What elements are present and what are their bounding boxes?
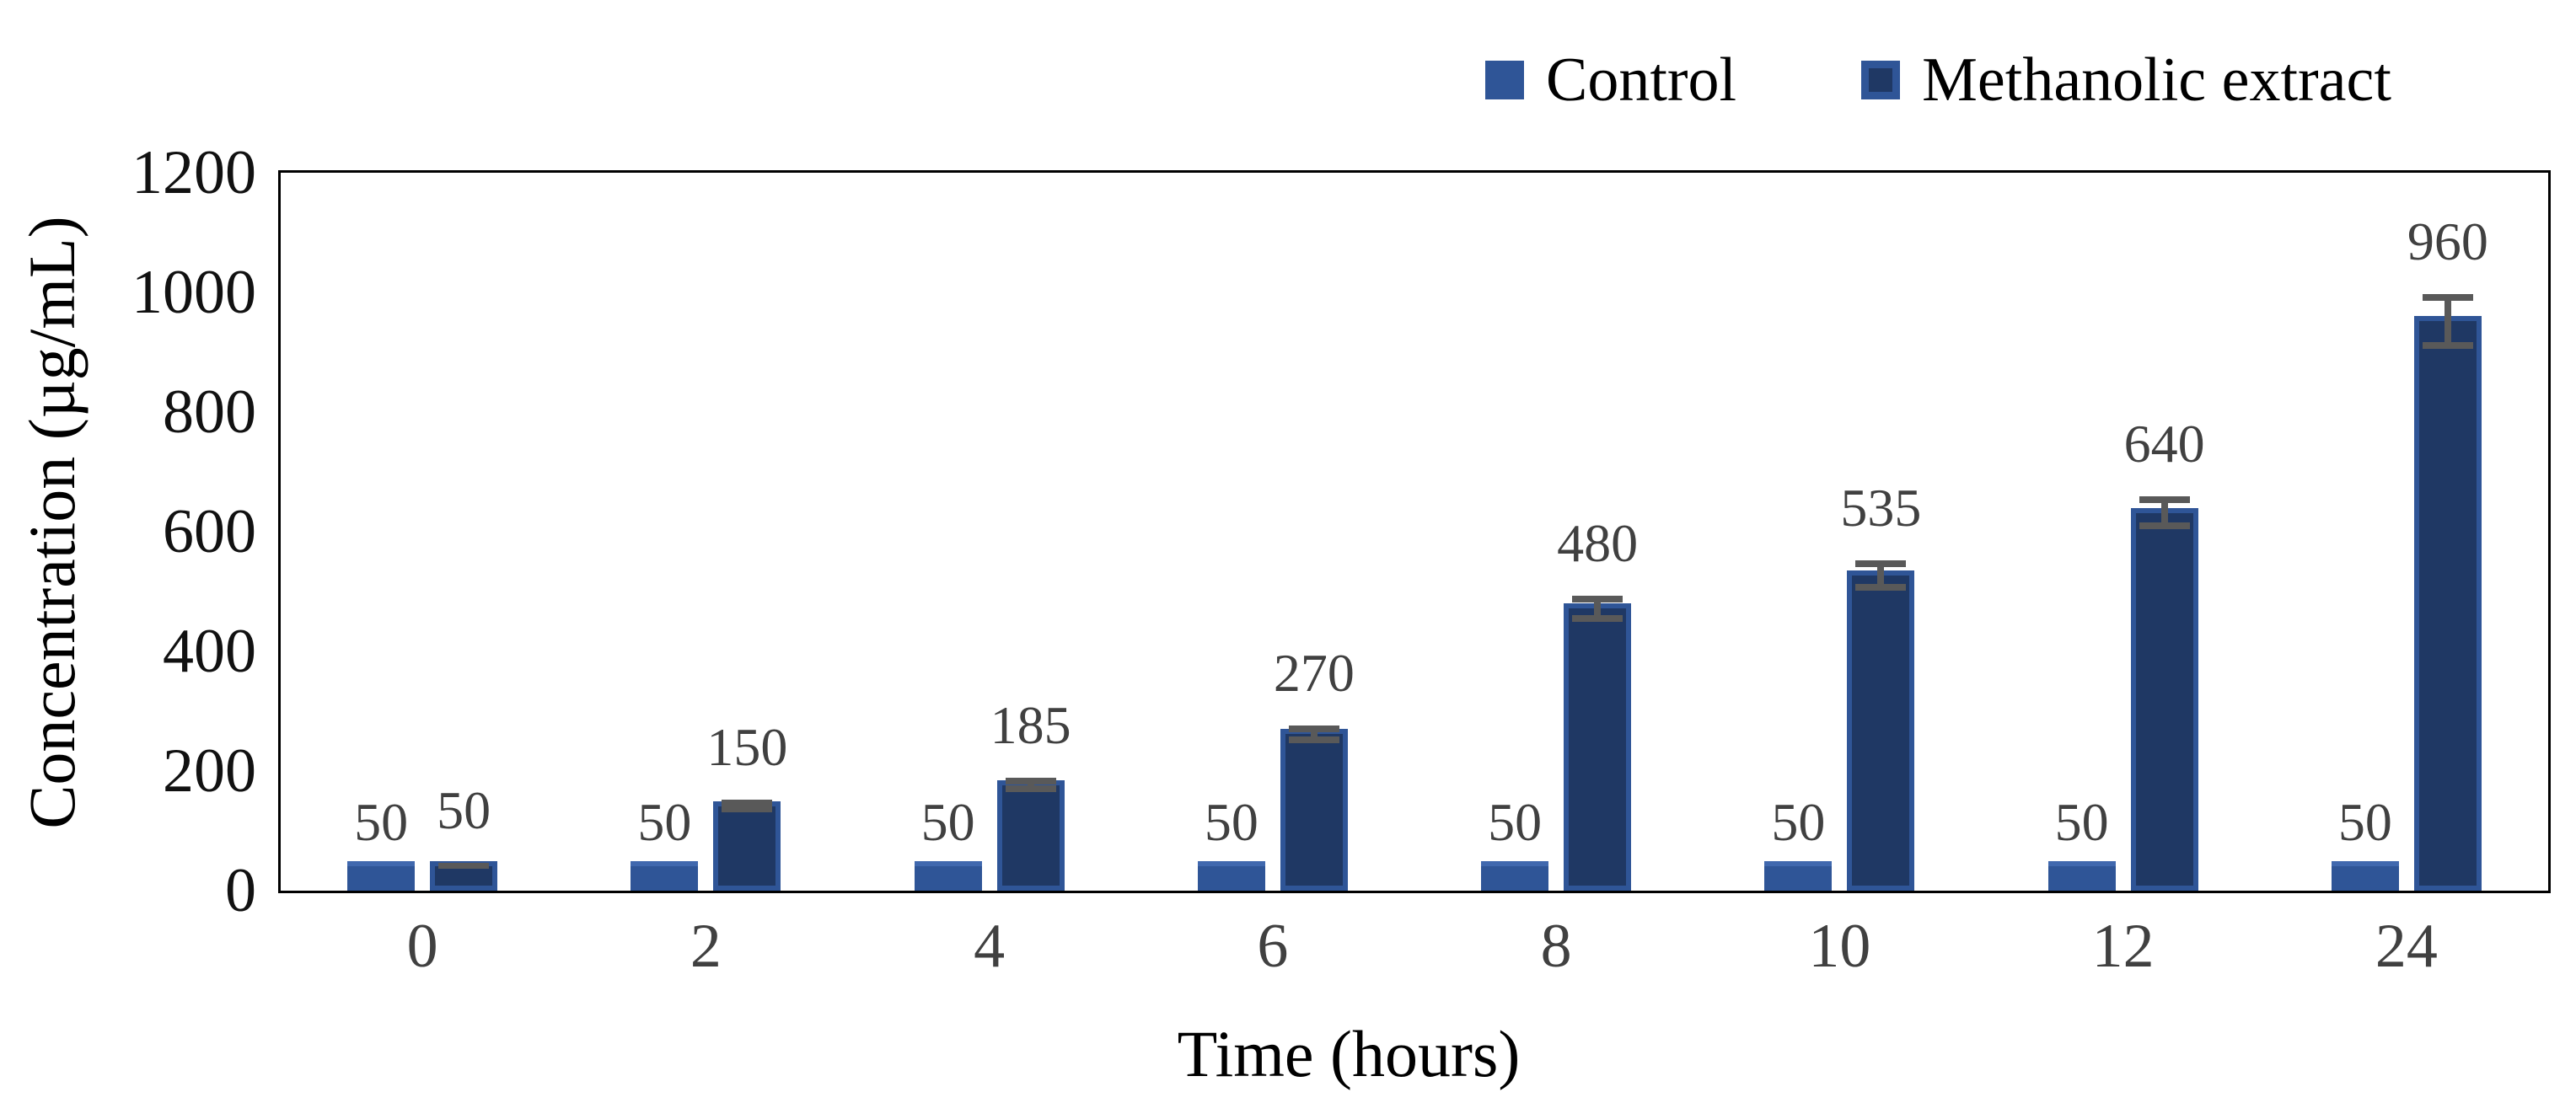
error-bar-cap: [2139, 522, 2190, 530]
data-label: 50: [637, 791, 692, 852]
error-bar: [1855, 560, 1907, 591]
error-bar: [2422, 293, 2473, 350]
data-label: 50: [437, 779, 491, 840]
error-bar-cap: [722, 806, 773, 812]
y-tick-label: 400: [163, 617, 256, 686]
error-bar-stem: [2160, 502, 2168, 523]
x-tick-label: 4: [974, 912, 1006, 981]
data-label: 50: [2054, 791, 2109, 852]
control-bar-0h: 50: [347, 795, 416, 891]
methanolic-extract-bar-8h: 480: [1557, 516, 1638, 891]
error-bar: [1288, 725, 1339, 743]
x-axis-title: Time (hours): [1177, 1017, 1521, 1090]
error-bar-stem: [1594, 602, 1602, 615]
methanolic-extract-bar-2h: 150: [706, 720, 787, 891]
error-bar-cap: [1288, 725, 1339, 732]
data-label: 50: [920, 791, 975, 852]
error-bar-cap: [438, 865, 490, 870]
bar-group-6h: 50 270: [1131, 173, 1414, 891]
error-bar-cap: [722, 800, 773, 806]
data-label: 640: [2123, 413, 2205, 474]
data-label: 150: [706, 717, 788, 778]
y-tick-label: 800: [163, 377, 256, 447]
control-bar-4h: 50: [914, 795, 982, 891]
methanolic-extract-bar-4h: 185: [990, 699, 1071, 891]
control-bar-24h: 50: [2331, 795, 2399, 891]
error-bar-stem: [1027, 784, 1034, 786]
bar-group-0h: 50 50: [281, 173, 564, 891]
control-bar-2h: 50: [631, 795, 699, 891]
x-tick-label: 24: [2375, 912, 2438, 981]
error-bar-cap: [1005, 778, 1056, 785]
legend-swatch-methanolic-extract: [1861, 61, 1901, 99]
error-bar: [2139, 495, 2190, 530]
error-bar-cap: [2422, 342, 2473, 350]
error-bar-cap: [1572, 595, 1623, 602]
bar-group-8h: 50 480: [1414, 173, 1698, 891]
y-tick-label: 0: [225, 856, 256, 925]
legend-item-methanolic-extract: Methanolic extract: [1861, 49, 2391, 111]
legend-swatch-control: [1485, 61, 1524, 99]
methanolic-extract-bar-0h: 50: [430, 783, 498, 891]
data-label: 185: [990, 695, 1071, 756]
legend-label-control: Control: [1546, 46, 1737, 115]
data-label: 50: [1771, 791, 1826, 852]
error-bar-cap: [1005, 785, 1056, 793]
bar-group-10h: 50 535: [1698, 173, 1981, 891]
error-bar: [1572, 595, 1623, 622]
legend: Control Methanolic extract: [1485, 49, 2391, 111]
bar-group-12h: 50 640: [1982, 173, 2265, 891]
data-label: 960: [2407, 211, 2488, 271]
methanolic-extract-bar-12h: 640: [2124, 416, 2205, 891]
data-label: 50: [1204, 791, 1258, 852]
error-bar-cap: [438, 862, 490, 866]
legend-item-control: Control: [1485, 49, 1736, 111]
data-label: 270: [1273, 642, 1355, 703]
error-bar-cap: [1855, 583, 1907, 591]
methanolic-extract-bar-10h: 535: [1840, 481, 1921, 891]
error-bar: [722, 800, 773, 812]
x-tick-label: 8: [1540, 912, 1572, 981]
y-axis-title: Concentration (µg/mL): [15, 216, 89, 829]
legend-label-methanolic-extract: Methanolic extract: [1922, 46, 2391, 115]
error-bar-cap: [1572, 614, 1623, 622]
data-label: 480: [1557, 512, 1639, 573]
error-bar: [1005, 778, 1056, 793]
x-tick-label: 10: [1808, 912, 1871, 981]
data-label: 50: [1488, 791, 1543, 852]
bar-group-24h: 50 960: [2265, 173, 2548, 891]
error-bar-stem: [2444, 300, 2451, 343]
methanolic-extract-bar-24h: 960: [2407, 214, 2488, 891]
error-bar-cap: [2422, 293, 2473, 301]
x-tick-label: 6: [1257, 912, 1289, 981]
y-tick-label: 1200: [131, 138, 256, 207]
error-bar-stem: [1877, 567, 1885, 584]
error-bar-cap: [1288, 736, 1339, 743]
data-label: 50: [2337, 791, 2392, 852]
y-tick-label: 600: [163, 497, 256, 566]
control-bar-8h: 50: [1481, 795, 1549, 891]
error-bar-cap: [1855, 560, 1907, 568]
error-bar-cap: [2139, 495, 2190, 503]
plot-area: 50 50 50 150 50 185 50 270 50 480 50 535 50 640 50 960: [278, 170, 2551, 893]
x-tick-label: 0: [406, 912, 438, 981]
error-bar: [438, 862, 490, 870]
data-label: 535: [1840, 478, 1922, 538]
x-tick-label: 12: [2091, 912, 2155, 981]
x-tick-label: 2: [690, 912, 722, 981]
control-bar-12h: 50: [2047, 795, 2116, 891]
y-tick-label: 200: [163, 736, 256, 806]
bar-group-2h: 50 150: [564, 173, 847, 891]
y-tick-label: 1000: [131, 258, 256, 327]
control-bar-10h: 50: [1764, 795, 1833, 891]
data-label: 50: [354, 791, 409, 852]
bar-group-4h: 50 185: [848, 173, 1131, 891]
methanolic-extract-bar-6h: 270: [1274, 645, 1355, 891]
error-bar-stem: [1310, 731, 1318, 736]
control-bar-6h: 50: [1197, 795, 1265, 891]
